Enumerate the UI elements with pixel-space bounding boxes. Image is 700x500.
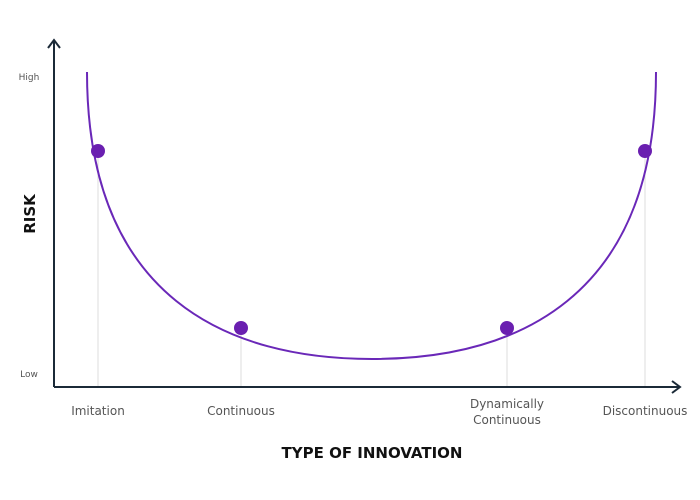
category-label: Dynamically <box>470 397 544 411</box>
category-label: Imitation <box>71 404 125 418</box>
y-low-label: Low <box>20 370 38 380</box>
point <box>234 321 248 335</box>
point <box>500 321 514 335</box>
category-label: Discontinuous <box>603 404 688 418</box>
points <box>91 144 652 335</box>
y-high-label: High <box>19 73 40 83</box>
y-axis <box>47 38 61 387</box>
point <box>638 144 652 158</box>
x-axis <box>54 380 682 394</box>
category-label: Continuous <box>473 413 541 427</box>
category-label: Continuous <box>207 404 275 418</box>
x-axis-title: TYPE OF INNOVATION <box>282 444 463 462</box>
y-axis-title: RISK <box>21 193 39 234</box>
point <box>91 144 105 158</box>
risk-curve <box>86 71 657 361</box>
